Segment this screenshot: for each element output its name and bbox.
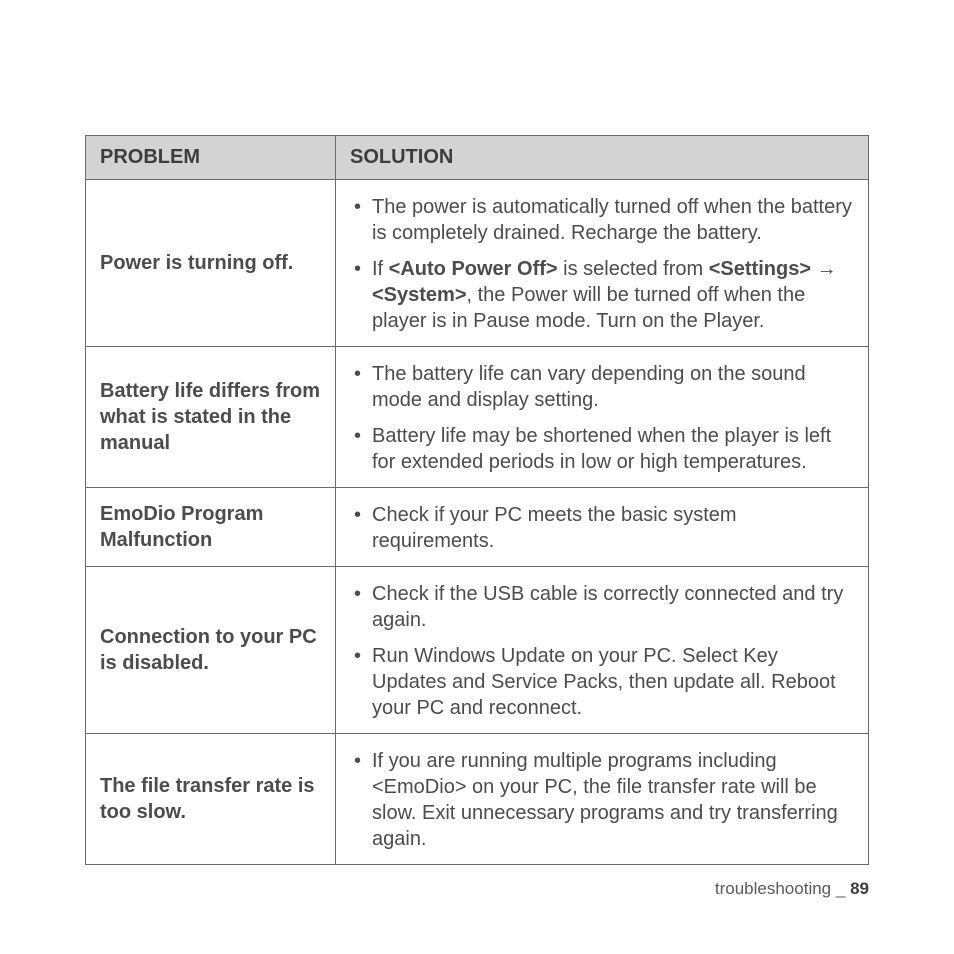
problem-cell: Power is turning off. (86, 180, 336, 347)
solution-cell: Check if your PC meets the basic system … (336, 488, 869, 567)
solution-item: Check if the USB cable is correctly conn… (350, 581, 856, 633)
table-header-row: PROBLEM SOLUTION (86, 136, 869, 180)
solution-text: is selected from (558, 258, 709, 280)
table-row: Connection to your PC is disabled. Check … (86, 567, 869, 734)
solution-item: If you are running multiple programs inc… (350, 748, 856, 852)
header-problem: PROBLEM (86, 136, 336, 180)
header-solution: SOLUTION (336, 136, 869, 180)
problem-cell: The file transfer rate is too slow. (86, 734, 336, 865)
solution-item: The power is automatically turned off wh… (350, 194, 856, 246)
solution-list: If you are running multiple programs inc… (350, 748, 856, 852)
solution-text: If (372, 258, 389, 280)
solution-item: The battery life can vary depending on t… (350, 361, 856, 413)
solution-item: Run Windows Update on your PC. Select Ke… (350, 643, 856, 721)
solution-item: If <Auto Power Off> is selected from <Se… (350, 256, 856, 334)
problem-cell: EmoDio Program Malfunction (86, 488, 336, 567)
table-row: Power is turning off. The power is automa… (86, 180, 869, 347)
table-row: The file transfer rate is too slow. If yo… (86, 734, 869, 865)
solution-text: The battery life can vary depending on t… (372, 363, 806, 411)
solution-text: Check if the USB cable is correctly conn… (372, 583, 843, 631)
solution-item: Check if your PC meets the basic system … (350, 502, 856, 554)
bold-text: <Settings> (709, 258, 811, 280)
table-row: EmoDio Program Malfunction Check if your … (86, 488, 869, 567)
page-footer: troubleshooting _ 89 (715, 879, 869, 899)
troubleshooting-page: PROBLEM SOLUTION Power is turning off. Th… (0, 0, 954, 954)
solution-cell: Check if the USB cable is correctly conn… (336, 567, 869, 734)
solution-text: If you are running multiple programs inc… (372, 750, 838, 850)
footer-separator: _ (836, 879, 845, 898)
solution-list: The power is automatically turned off wh… (350, 194, 856, 334)
solution-cell: If you are running multiple programs inc… (336, 734, 869, 865)
solution-list: Check if the USB cable is correctly conn… (350, 581, 856, 721)
bold-text: <Auto Power Off> (389, 258, 558, 280)
solution-cell: The battery life can vary depending on t… (336, 347, 869, 488)
solution-cell: The power is automatically turned off wh… (336, 180, 869, 347)
solution-item: Battery life may be shortened when the p… (350, 423, 856, 475)
solution-text: → (811, 258, 837, 280)
problem-cell: Connection to your PC is disabled. (86, 567, 336, 734)
solution-text: Run Windows Update on your PC. Select Ke… (372, 645, 836, 719)
troubleshooting-table: PROBLEM SOLUTION Power is turning off. Th… (85, 135, 869, 865)
solution-list: The battery life can vary depending on t… (350, 361, 856, 475)
solution-list: Check if your PC meets the basic system … (350, 502, 856, 554)
problem-cell: Battery life differs from what is stated… (86, 347, 336, 488)
table-row: Battery life differs from what is stated… (86, 347, 869, 488)
bold-text: <System> (372, 284, 467, 306)
solution-text: Check if your PC meets the basic system … (372, 504, 737, 552)
footer-section: troubleshooting (715, 879, 831, 898)
solution-text: The power is automatically turned off wh… (372, 196, 852, 244)
footer-page-number: 89 (850, 879, 869, 898)
solution-text: Battery life may be shortened when the p… (372, 425, 831, 473)
